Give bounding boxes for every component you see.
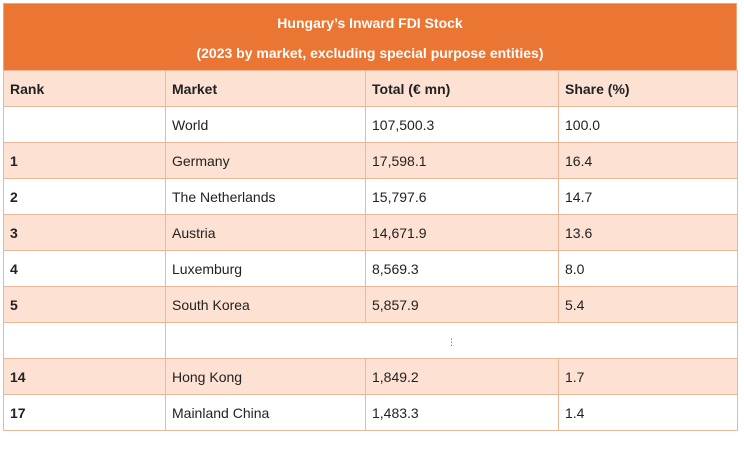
cell-total: 5,857.9 bbox=[365, 286, 559, 323]
cell-total: 15,797.6 bbox=[365, 178, 559, 215]
cell-rank: 14 bbox=[3, 358, 166, 395]
table-row-ellipsis: ⋮ bbox=[3, 322, 738, 359]
cell-rank bbox=[3, 106, 166, 143]
cell-market: World bbox=[165, 106, 366, 143]
cell-rank: 17 bbox=[3, 394, 166, 431]
table-row: 3 Austria 14,671.9 13.6 bbox=[3, 214, 738, 251]
cell-market: Austria bbox=[165, 214, 366, 251]
cell-rank: 2 bbox=[3, 178, 166, 215]
table-row: World 107,500.3 100.0 bbox=[3, 106, 738, 143]
table-row: 1 Germany 17,598.1 16.4 bbox=[3, 142, 738, 179]
ellipsis-cell: ⋮ bbox=[165, 322, 738, 359]
cell-market: The Netherlands bbox=[165, 178, 366, 215]
cell-share: 8.0 bbox=[558, 250, 738, 287]
column-header-share: Share (%) bbox=[558, 70, 738, 107]
column-header-market: Market bbox=[165, 70, 366, 107]
column-header-total: Total (€ mn) bbox=[365, 70, 559, 107]
cell-total: 8,569.3 bbox=[365, 250, 559, 287]
cell-rank: 5 bbox=[3, 286, 166, 323]
cell-market: Mainland China bbox=[165, 394, 366, 431]
cell-total: 107,500.3 bbox=[365, 106, 559, 143]
table-row: 14 Hong Kong 1,849.2 1.7 bbox=[3, 358, 738, 395]
table-title: Hungary’s Inward FDI Stock bbox=[277, 15, 463, 31]
cell-share: 5.4 bbox=[558, 286, 738, 323]
table-row: 4 Luxemburg 8,569.3 8.0 bbox=[3, 250, 738, 287]
table-subtitle: (2023 by market, excluding special purpo… bbox=[196, 45, 544, 61]
column-header-rank: Rank bbox=[3, 70, 166, 107]
table-row: 5 South Korea 5,857.9 5.4 bbox=[3, 286, 738, 323]
table-row: 17 Mainland China 1,483.3 1.4 bbox=[3, 394, 738, 431]
fdi-table-container: Hungary’s Inward FDI Stock (2023 by mark… bbox=[3, 3, 738, 431]
cell-rank: 3 bbox=[3, 214, 166, 251]
cell-total: 17,598.1 bbox=[365, 142, 559, 179]
fdi-table: Rank Market Total (€ mn) Share (%) World… bbox=[3, 70, 738, 431]
cell-rank: 1 bbox=[3, 142, 166, 179]
cell-share: 1.4 bbox=[558, 394, 738, 431]
cell-market: Luxemburg bbox=[165, 250, 366, 287]
cell-total: 1,849.2 bbox=[365, 358, 559, 395]
cell-share: 14.7 bbox=[558, 178, 738, 215]
cell-share: 100.0 bbox=[558, 106, 738, 143]
cell-share: 13.6 bbox=[558, 214, 738, 251]
cell-market: Hong Kong bbox=[165, 358, 366, 395]
table-title-bar: Hungary’s Inward FDI Stock (2023 by mark… bbox=[3, 3, 737, 70]
cell-market: Germany bbox=[165, 142, 366, 179]
cell-share: 16.4 bbox=[558, 142, 738, 179]
cell-total: 14,671.9 bbox=[365, 214, 559, 251]
cell-total: 1,483.3 bbox=[365, 394, 559, 431]
vertical-ellipsis-icon: ⋮ bbox=[447, 336, 456, 347]
cell-rank: 4 bbox=[3, 250, 166, 287]
cell-rank bbox=[3, 322, 166, 359]
cell-market: South Korea bbox=[165, 286, 366, 323]
table-header-row: Rank Market Total (€ mn) Share (%) bbox=[3, 70, 738, 107]
cell-share: 1.7 bbox=[558, 358, 738, 395]
table-row: 2 The Netherlands 15,797.6 14.7 bbox=[3, 178, 738, 215]
